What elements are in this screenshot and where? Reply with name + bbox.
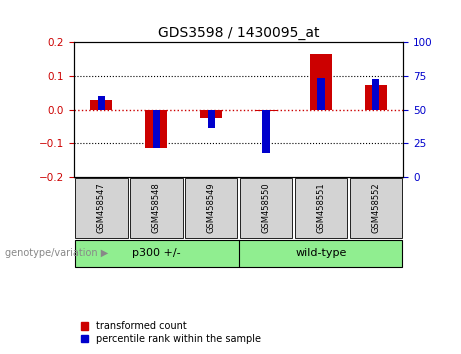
Bar (372, 80, 379, 110)
Title: GDS3598 / 1430095_at: GDS3598 / 1430095_at (158, 26, 319, 40)
Text: genotype/variation ▶: genotype/variation ▶ (5, 248, 108, 258)
Text: GSM458547: GSM458547 (97, 183, 106, 233)
Bar (318, 78, 325, 110)
Bar (200, 110, 222, 118)
Bar (255, 110, 277, 112)
FancyBboxPatch shape (75, 240, 402, 267)
Bar (98, 96, 105, 110)
FancyBboxPatch shape (240, 178, 292, 238)
Bar (90, 100, 112, 110)
Text: GSM458548: GSM458548 (152, 183, 161, 233)
Bar (145, 110, 167, 148)
Text: GSM458550: GSM458550 (261, 183, 271, 233)
Text: p300 +/-: p300 +/- (132, 248, 180, 258)
FancyBboxPatch shape (75, 178, 128, 238)
Bar (365, 85, 387, 110)
Bar (207, 110, 215, 128)
Legend: transformed count, percentile rank within the sample: transformed count, percentile rank withi… (79, 319, 263, 346)
FancyBboxPatch shape (130, 178, 183, 238)
Text: GSM458549: GSM458549 (207, 183, 216, 233)
FancyBboxPatch shape (185, 178, 237, 238)
Text: GSM458552: GSM458552 (372, 183, 380, 233)
Text: GSM458551: GSM458551 (316, 183, 325, 233)
Bar (153, 110, 160, 148)
Text: wild-type: wild-type (296, 248, 347, 258)
FancyBboxPatch shape (295, 178, 347, 238)
FancyBboxPatch shape (349, 178, 402, 238)
Bar (262, 110, 270, 154)
Bar (310, 54, 332, 110)
